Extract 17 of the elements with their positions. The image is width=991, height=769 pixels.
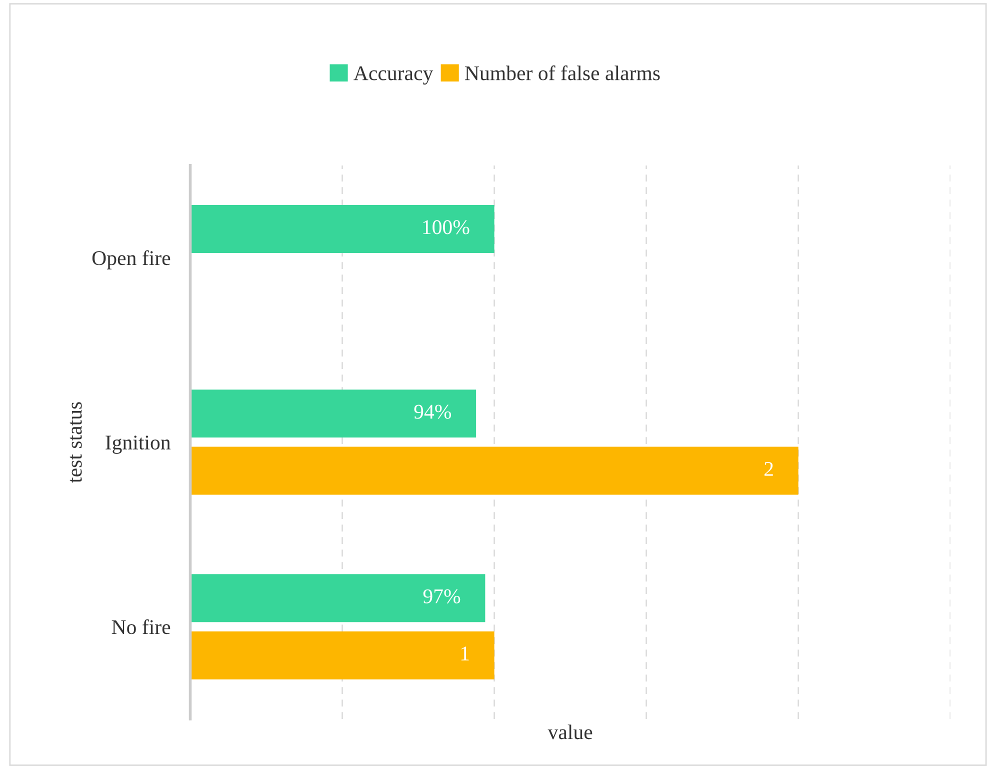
y-tick-label: Ignition [106, 436, 171, 454]
bar [190, 205, 494, 253]
data-label: 100% [423, 220, 470, 234]
bar [190, 574, 486, 622]
legend-label: Number of false alarms [465, 65, 660, 80]
bar [190, 446, 798, 495]
data-label: 2 [764, 462, 773, 476]
x-axis-title: value [548, 724, 592, 740]
y-tick-label: No fire [112, 619, 170, 634]
y-tick-label: Open fire [92, 250, 170, 270]
data-label: 94% [414, 404, 452, 419]
data-label: 1 [461, 646, 469, 660]
bar [190, 390, 476, 438]
data-label: 97% [423, 589, 460, 604]
y-axis-title: test status [70, 402, 82, 483]
bar [190, 631, 494, 680]
legend-label: Accuracy [354, 66, 434, 85]
